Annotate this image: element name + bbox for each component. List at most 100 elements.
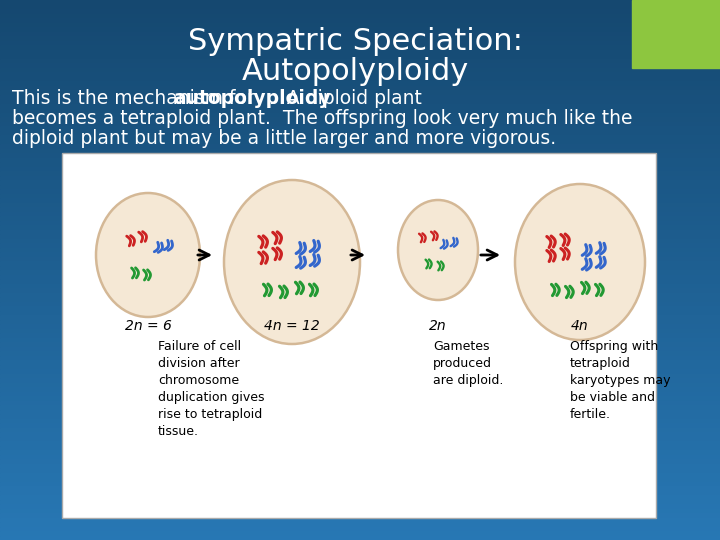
Bar <box>0 189 720 193</box>
Bar <box>0 288 720 293</box>
Bar <box>0 99 720 104</box>
Bar <box>0 301 720 306</box>
Bar <box>0 148 720 153</box>
Bar <box>0 468 720 472</box>
FancyBboxPatch shape <box>62 153 656 518</box>
Bar <box>0 171 720 176</box>
Text: Offspring with
tetraploid
karyotypes may
be viable and
fertile.: Offspring with tetraploid karyotypes may… <box>570 340 670 421</box>
Bar <box>0 40 720 45</box>
Text: This is the mechanism for: This is the mechanism for <box>12 89 261 107</box>
Bar <box>0 382 720 387</box>
Bar <box>0 500 720 504</box>
Bar <box>0 162 720 166</box>
Bar <box>0 45 720 50</box>
Bar <box>0 126 720 131</box>
Bar <box>0 526 720 531</box>
Bar <box>0 202 720 207</box>
Bar <box>0 176 720 180</box>
Bar <box>0 522 720 526</box>
Bar <box>0 185 720 189</box>
Bar <box>0 477 720 482</box>
Bar <box>0 266 720 270</box>
Bar <box>0 31 720 36</box>
Text: Sympatric Speciation:: Sympatric Speciation: <box>188 28 523 57</box>
Bar <box>0 333 720 338</box>
Bar <box>0 315 720 320</box>
Bar <box>0 342 720 347</box>
Bar <box>0 252 720 256</box>
Bar <box>0 459 720 463</box>
Bar <box>0 486 720 490</box>
Bar <box>0 122 720 126</box>
Text: 2n: 2n <box>429 319 447 333</box>
Bar <box>632 0 720 68</box>
Bar <box>0 243 720 247</box>
Bar <box>0 54 720 58</box>
Bar <box>0 504 720 509</box>
Bar <box>0 279 720 284</box>
Bar <box>0 513 720 517</box>
Bar <box>0 131 720 135</box>
Bar <box>0 198 720 202</box>
Bar <box>0 531 720 536</box>
Bar <box>0 472 720 477</box>
Bar <box>0 274 720 279</box>
Bar <box>0 490 720 495</box>
Bar <box>0 405 720 409</box>
Bar <box>0 324 720 328</box>
Text: autopolyploidy: autopolyploidy <box>174 89 331 107</box>
Bar <box>0 320 720 324</box>
Bar <box>0 347 720 351</box>
Bar <box>0 216 720 220</box>
Bar <box>0 450 720 455</box>
Text: Failure of cell
division after
chromosome
duplication gives
rise to tetraploid
t: Failure of cell division after chromosom… <box>158 340 264 438</box>
Bar <box>0 446 720 450</box>
Bar <box>0 27 720 31</box>
Ellipse shape <box>398 200 478 300</box>
Bar <box>0 455 720 459</box>
Bar <box>0 0 720 4</box>
Bar <box>0 409 720 414</box>
Bar <box>0 180 720 185</box>
Bar <box>0 135 720 139</box>
Bar <box>0 482 720 486</box>
Bar <box>0 207 720 212</box>
Bar <box>0 166 720 171</box>
Bar <box>0 212 720 216</box>
Bar <box>0 495 720 500</box>
Bar <box>0 68 720 72</box>
Text: 4n: 4n <box>571 319 589 333</box>
Bar <box>0 220 720 225</box>
Bar <box>0 418 720 423</box>
Bar <box>0 351 720 355</box>
Bar <box>0 117 720 122</box>
Bar <box>0 158 720 162</box>
Bar <box>0 112 720 117</box>
Bar <box>0 239 720 243</box>
Bar <box>0 94 720 99</box>
Ellipse shape <box>515 184 645 340</box>
Text: diploid plant but may be a little larger and more vigorous.: diploid plant but may be a little larger… <box>12 129 556 147</box>
Bar <box>0 234 720 239</box>
Bar <box>0 517 720 522</box>
Bar <box>0 90 720 94</box>
Bar <box>0 256 720 261</box>
Bar <box>0 414 720 418</box>
Bar <box>0 85 720 90</box>
Bar <box>0 4 720 9</box>
Bar <box>0 50 720 54</box>
Bar <box>0 144 720 148</box>
Bar <box>0 378 720 382</box>
Text: becomes a tetraploid plant.  The offspring look very much like the: becomes a tetraploid plant. The offsprin… <box>12 109 632 127</box>
Bar <box>0 36 720 40</box>
Ellipse shape <box>96 193 200 317</box>
Bar <box>0 401 720 405</box>
Bar <box>0 360 720 364</box>
Bar <box>0 396 720 401</box>
Bar <box>0 23 720 27</box>
Bar <box>0 270 720 274</box>
Ellipse shape <box>224 180 360 344</box>
Bar <box>0 104 720 108</box>
Bar <box>0 193 720 198</box>
Bar <box>0 369 720 374</box>
